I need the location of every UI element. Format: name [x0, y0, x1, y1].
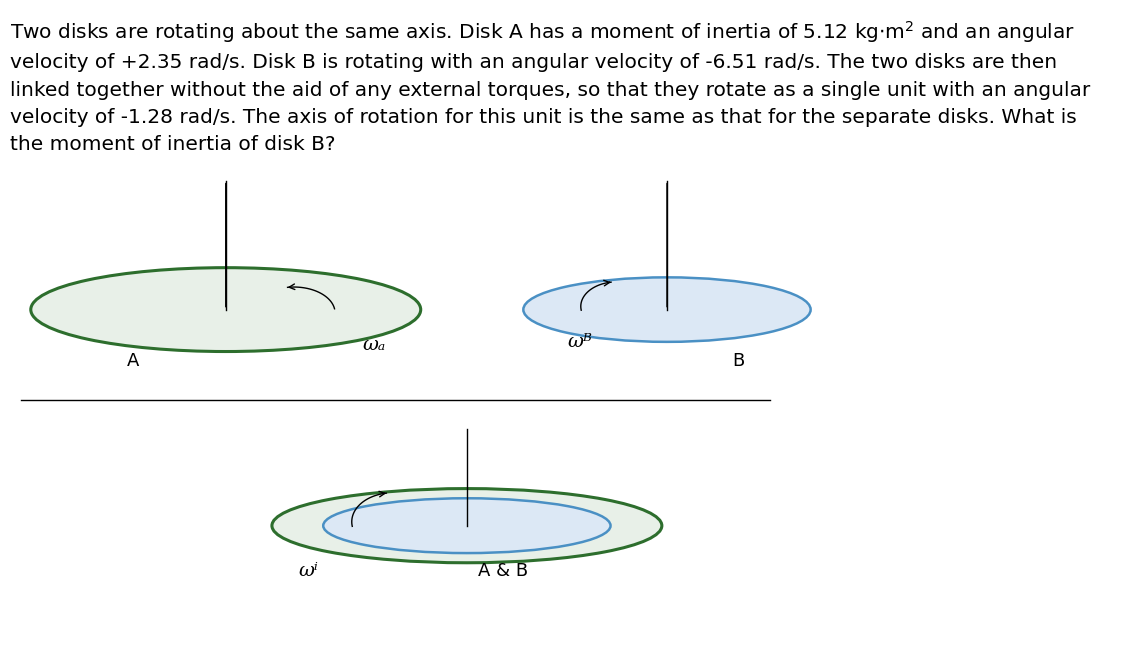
Ellipse shape [272, 489, 662, 562]
Text: ωⁱ: ωⁱ [298, 562, 318, 580]
Ellipse shape [323, 498, 611, 553]
Ellipse shape [523, 277, 810, 342]
Text: B: B [733, 352, 745, 370]
Text: A: A [127, 352, 140, 370]
Text: A & B: A & B [478, 562, 528, 580]
Text: ωᴮ: ωᴮ [568, 333, 592, 351]
Text: ωₐ: ωₐ [363, 336, 386, 354]
Ellipse shape [31, 268, 421, 352]
Text: Two disks are rotating about the same axis. Disk A has a moment of inertia of 5.: Two disks are rotating about the same ax… [10, 19, 1090, 154]
